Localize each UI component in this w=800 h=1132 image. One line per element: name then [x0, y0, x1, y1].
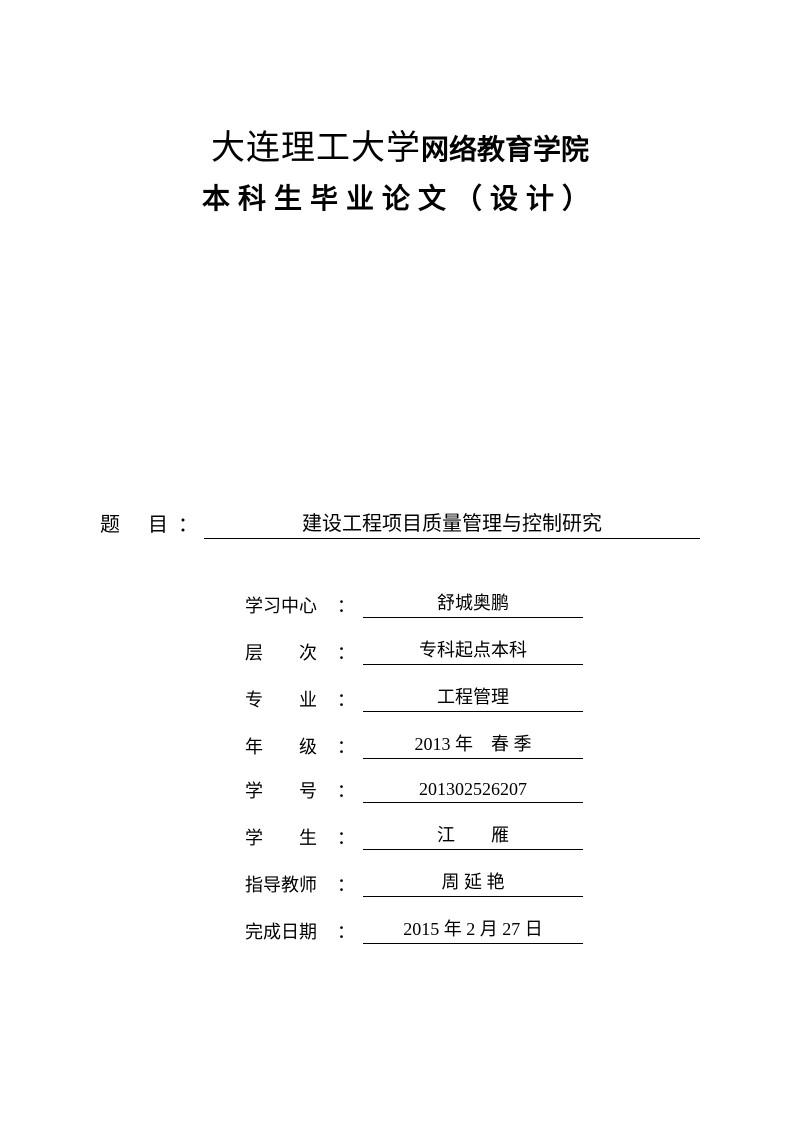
value-student-id: 201302526207: [363, 779, 583, 803]
colon: ：: [337, 733, 355, 759]
title-row: 题目 ： 建设工程项目质量管理与控制研究: [100, 507, 700, 539]
label-major: 专 业: [245, 686, 337, 712]
header: 大连理工大学网络教育学院 本科生毕业论文（设计）: [100, 120, 700, 217]
info-row-student-id: 学 号 ： 201302526207: [245, 777, 630, 803]
university-name: 大连理工大学: [211, 130, 421, 167]
info-row-level: 层 次 ： 专科起点本科: [245, 636, 630, 665]
colon: ：: [337, 824, 355, 850]
colon: ：: [337, 918, 355, 944]
value-grade: 2013 年 春 季: [363, 730, 583, 759]
info-row-center: 学习中心 ： 舒城奥鹏: [245, 589, 630, 618]
colon: ：: [337, 871, 355, 897]
info-row-date: 完成日期 ： 2015 年 2 月 27 日: [245, 915, 630, 944]
header-line1: 大连理工大学网络教育学院: [100, 120, 700, 169]
title-colon: ：: [178, 508, 198, 539]
label-date: 完成日期: [245, 918, 337, 944]
colon: ：: [337, 639, 355, 665]
colon: ：: [337, 777, 355, 803]
value-major: 工程管理: [363, 683, 583, 712]
label-grade: 年 级: [245, 733, 337, 759]
info-row-grade: 年 级 ： 2013 年 春 季: [245, 730, 630, 759]
info-row-student: 学 生 ： 江 雁: [245, 821, 630, 850]
label-advisor: 指导教师: [245, 871, 337, 897]
value-date: 2015 年 2 月 27 日: [363, 915, 583, 944]
info-section: 学习中心 ： 舒城奥鹏 层 次 ： 专科起点本科 专 业 ： 工程管理 年 级 …: [245, 589, 630, 944]
value-level: 专科起点本科: [363, 636, 583, 665]
value-center: 舒城奥鹏: [363, 589, 583, 618]
label-center: 学习中心: [245, 592, 337, 618]
label-level: 层 次: [245, 639, 337, 665]
info-row-advisor: 指导教师 ： 周 延 艳: [245, 868, 630, 897]
thesis-type-title: 本科生毕业论文（设计）: [100, 177, 700, 217]
label-student: 学 生: [245, 824, 337, 850]
label-student-id: 学 号: [245, 777, 337, 803]
thesis-cover-page: 大连理工大学网络教育学院 本科生毕业论文（设计） 题目 ： 建设工程项目质量管理…: [0, 0, 800, 1062]
colon: ：: [337, 686, 355, 712]
value-advisor: 周 延 艳: [363, 868, 583, 897]
thesis-title: 建设工程项目质量管理与控制研究: [204, 507, 700, 539]
colon: ：: [337, 592, 355, 618]
info-row-major: 专 业 ： 工程管理: [245, 683, 630, 712]
value-student: 江 雁: [363, 821, 583, 850]
college-name: 网络教育学院: [421, 135, 589, 166]
